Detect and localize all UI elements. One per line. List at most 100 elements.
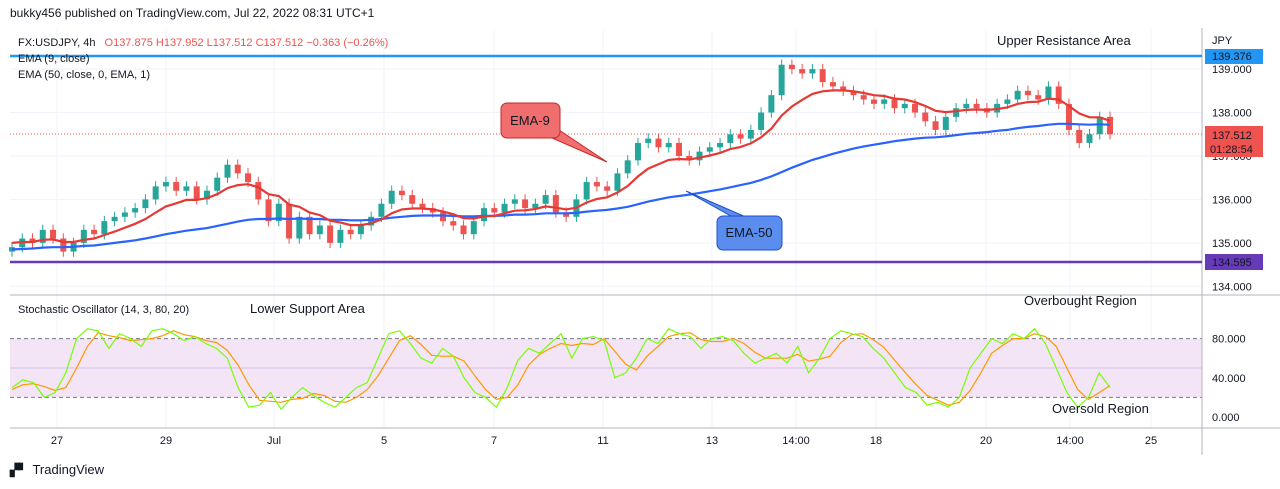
stoch-axis: 80.000 40.000 0.000 (1212, 334, 1246, 424)
time-tick-label: 20 (980, 435, 992, 447)
candle-body (604, 186, 611, 191)
candle-body (357, 225, 364, 235)
candle-body (840, 86, 847, 91)
candle-body (932, 121, 939, 130)
candle-body (706, 147, 713, 152)
candle-body (901, 103, 908, 109)
oversold-label: Oversold Region (1052, 401, 1149, 416)
candle-body (286, 203, 293, 239)
candle-body (173, 182, 180, 191)
stoch-tick-label: 80.000 (1212, 334, 1246, 346)
candle-body (234, 164, 241, 174)
price-tick-label: 134.000 (1212, 281, 1252, 293)
svg-text:137.512: 137.512 (1212, 130, 1252, 142)
candle-body (111, 216, 118, 222)
time-tick-label: 11 (597, 435, 608, 447)
candle-body (963, 103, 970, 109)
lower-support-label: Lower Support Area (250, 301, 366, 316)
price-tick-label: 135.000 (1212, 238, 1252, 250)
candle-body (80, 229, 87, 243)
candle-body (265, 199, 272, 222)
candle-body (717, 142, 724, 148)
time-tick-label: Jul (267, 435, 281, 447)
legend-stoch: Stochastic Oscillator (14, 3, 80, 20) (18, 304, 189, 316)
ema9-callout: EMA-9 (500, 102, 608, 163)
candle-body (1076, 129, 1083, 143)
candle-body (1086, 134, 1093, 143)
candle-body (224, 164, 231, 178)
candle-body (860, 95, 867, 100)
candle-body (870, 99, 877, 104)
candle-body (121, 212, 128, 217)
candle-body (1065, 103, 1072, 130)
time-axis: 27 29 Jul 5 7 11 13 14:00 18 20 14:00 25 (51, 435, 1157, 447)
candle-body (953, 108, 960, 117)
candle-body (255, 182, 262, 200)
candle-body (245, 173, 252, 183)
candle-body (50, 229, 57, 239)
legend-symbol: FX:USDJPY, 4h (18, 37, 95, 49)
candle-body (788, 64, 795, 70)
candle-body (686, 155, 693, 161)
candle-body (439, 212, 446, 222)
last-price-badge: 137.512 01:28:54 (1205, 126, 1263, 157)
candle-body (881, 99, 888, 104)
candle-body (1014, 90, 1021, 100)
stoch-k-line (11, 327, 1111, 411)
candlesticks (9, 59, 1113, 257)
svg-text:139.376: 139.376 (1212, 51, 1252, 63)
stoch-tick-label: 0.000 (1212, 412, 1240, 424)
candle-body (655, 138, 662, 148)
candle-body (778, 64, 785, 96)
candle-body (142, 199, 149, 209)
candle-body (912, 103, 919, 113)
candle-body (727, 134, 734, 143)
candle-body (39, 229, 46, 243)
upper-resistance-text: Upper Resistance Area (997, 33, 1131, 48)
svg-text:01:28:54: 01:28:54 (1210, 144, 1253, 156)
footer-brand: ▞▘ TradingView (10, 462, 104, 477)
candle-body (522, 199, 529, 209)
candle-body (1035, 95, 1042, 100)
candle-body (624, 160, 631, 174)
time-tick-label: 13 (706, 435, 718, 447)
candle-body (696, 151, 703, 161)
candle-body (542, 195, 549, 204)
candle-body (747, 129, 754, 139)
candle-body (316, 225, 323, 235)
resistance-price-badge: 139.376 (1205, 49, 1263, 64)
candle-body (275, 203, 282, 222)
candle-body (645, 138, 652, 143)
candle-body (676, 142, 683, 156)
candle-body (193, 186, 200, 200)
candle-body (91, 229, 98, 235)
ema50-line (11, 122, 1111, 251)
candle-body (460, 225, 467, 235)
candle-body (132, 208, 139, 213)
candle-body (481, 208, 488, 222)
time-tick-label: 14:00 (782, 435, 810, 447)
time-tick-label: 27 (51, 435, 63, 447)
price-tick-label: 139.000 (1212, 64, 1252, 76)
ema9-callout-text: EMA-9 (510, 113, 550, 128)
candle-body (583, 182, 590, 200)
candle-body (347, 229, 354, 235)
candle-body (450, 221, 457, 226)
support-price-badge: 134.595 (1205, 254, 1263, 270)
time-tick-label: 7 (491, 435, 497, 447)
price-tick-label: 138.000 (1212, 108, 1252, 120)
candle-body (737, 134, 744, 139)
svg-text:134.595: 134.595 (1212, 257, 1252, 269)
candle-body (850, 90, 857, 96)
legend-ohlc-values: O137.875 H137.952 L137.512 C137.512 −0.3… (105, 37, 389, 49)
ema9-line (11, 89, 1111, 244)
candle-body (60, 238, 67, 252)
candle-body (296, 216, 303, 239)
candle-body (1107, 116, 1113, 135)
upper-resistance-label: Upper Resistance Area (997, 33, 1131, 48)
candle-body (922, 112, 929, 122)
candle-body (1024, 90, 1031, 96)
publish-info: bukky456 published on TradingView.com, J… (10, 6, 375, 20)
ema50-callout: EMA-50 (685, 190, 783, 251)
